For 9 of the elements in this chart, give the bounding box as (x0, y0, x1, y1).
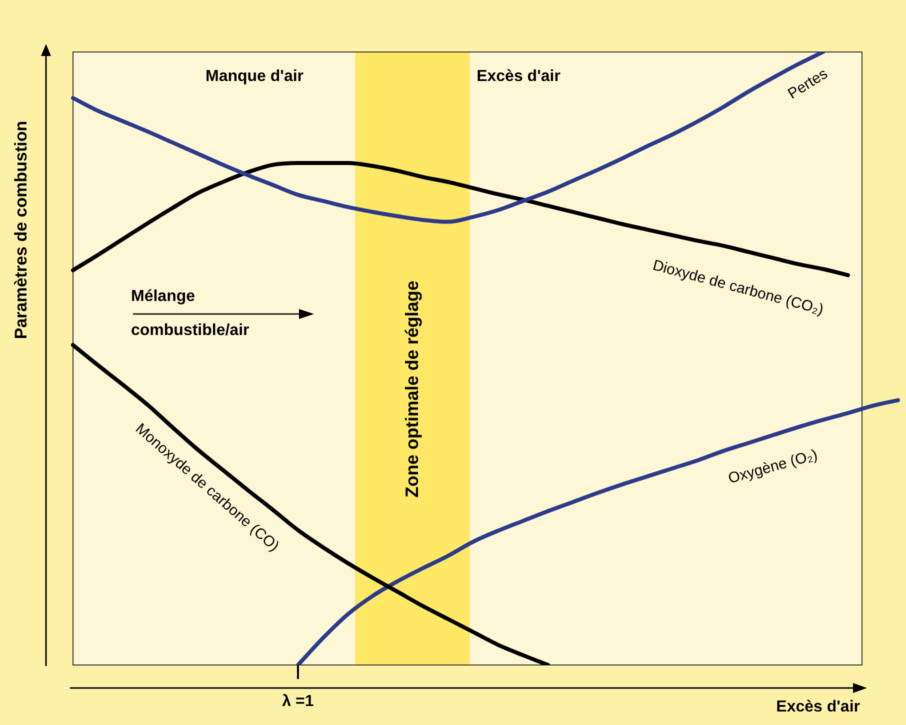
text: Oxygène (O₂) (726, 446, 820, 488)
annotation: Excès d'air (476, 68, 560, 85)
text: λ =1 (282, 693, 314, 710)
annotation: Manque d'air (205, 68, 304, 85)
y-axis-title: Paramètres de combustion (12, 120, 31, 340)
annotation: Zone optimale de réglage (402, 280, 422, 498)
text: Dioxyde de carbone (CO₂) (650, 256, 826, 318)
annotation: Mélange combustible/air (131, 288, 250, 340)
x-axis-title: Excès d'air (776, 698, 860, 716)
